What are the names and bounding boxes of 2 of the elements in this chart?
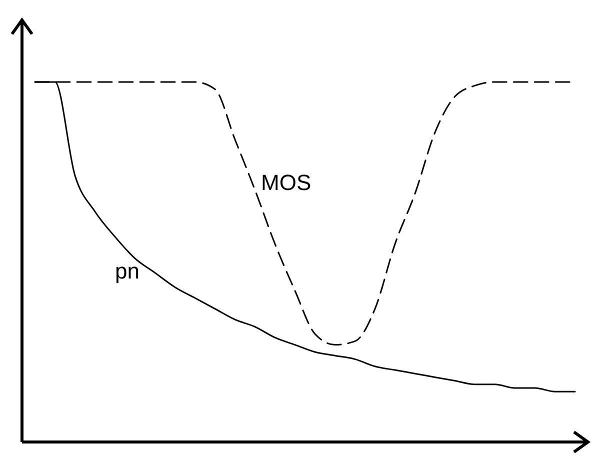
series-label: MOS [261, 170, 312, 195]
series-label: pn [115, 258, 140, 284]
